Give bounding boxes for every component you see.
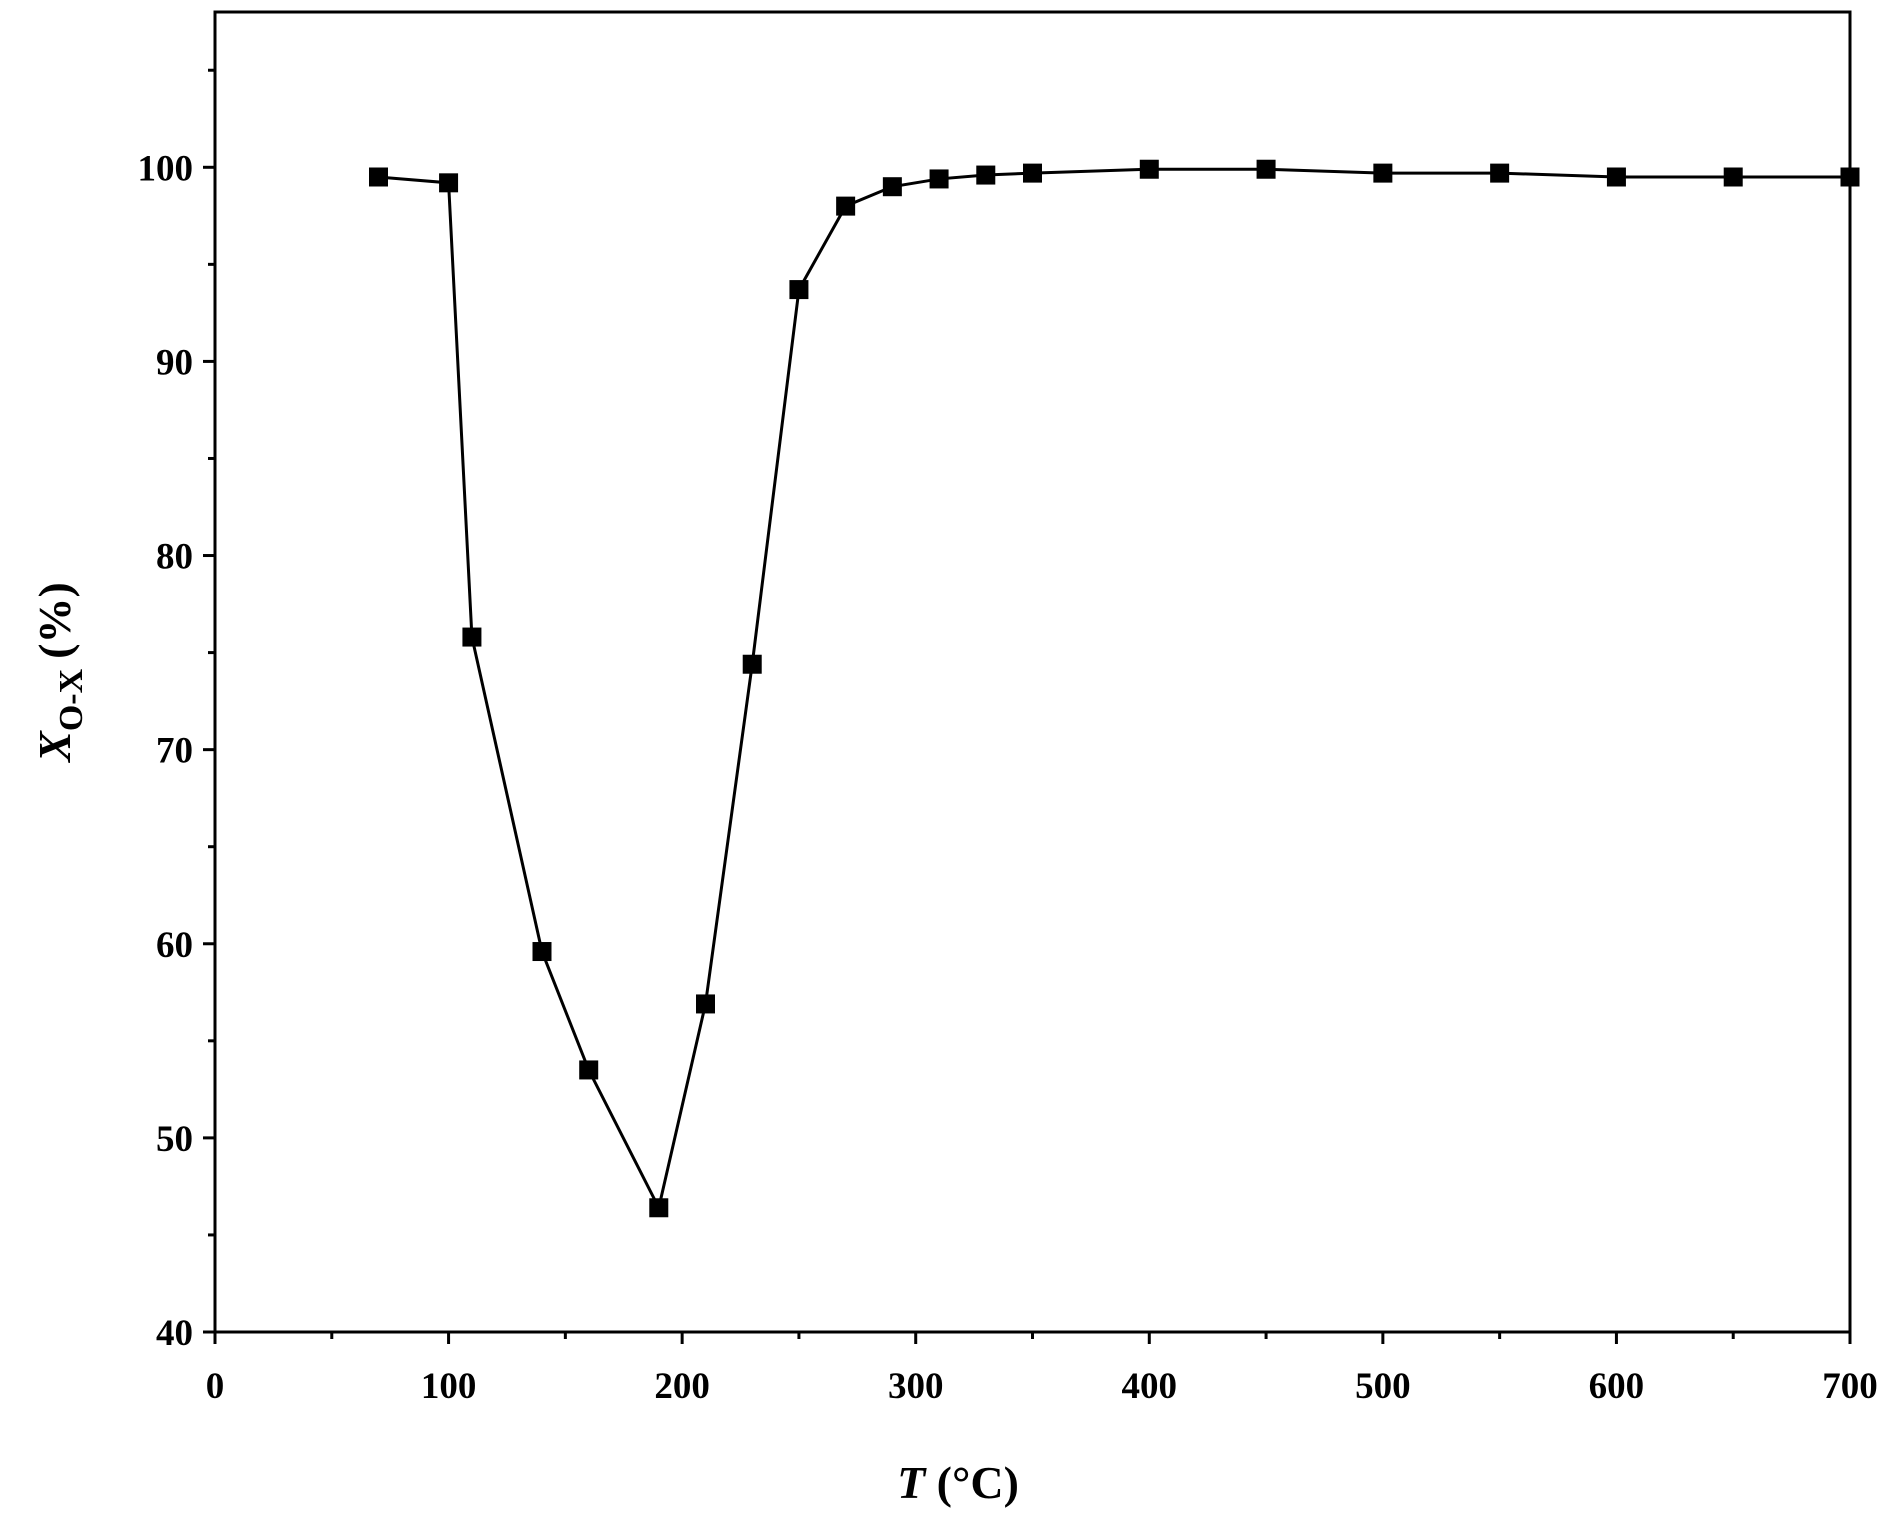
marker bbox=[1373, 163, 1393, 183]
y-axis-title: XO-X (%) bbox=[29, 582, 90, 764]
y-tick-label: 80 bbox=[156, 537, 193, 578]
marker bbox=[369, 167, 388, 187]
y-symbol: X bbox=[29, 730, 80, 764]
marker bbox=[649, 1198, 669, 1218]
marker bbox=[1139, 159, 1159, 179]
x-tick-label: 200 bbox=[654, 1366, 710, 1407]
marker bbox=[532, 942, 552, 962]
y-tick-label: 90 bbox=[156, 342, 193, 383]
marker bbox=[789, 280, 809, 300]
x-tick-label: 400 bbox=[1122, 1366, 1178, 1407]
x-tick-label: 100 bbox=[421, 1366, 477, 1407]
y-tick-label: 40 bbox=[156, 1313, 193, 1354]
y-tick-label: 60 bbox=[156, 925, 193, 966]
x-tick-label: 300 bbox=[888, 1366, 944, 1407]
plot-frame bbox=[213, 10, 1852, 1334]
y-tick-label: 50 bbox=[156, 1119, 193, 1160]
y-subscript: O-X bbox=[53, 668, 90, 731]
marker bbox=[462, 627, 482, 647]
marker bbox=[929, 169, 949, 189]
marker bbox=[1723, 167, 1743, 187]
x-axis-title: T (°C) bbox=[897, 1457, 1019, 1508]
marker bbox=[976, 165, 996, 185]
marker bbox=[742, 654, 762, 674]
line bbox=[378, 167, 1850, 1213]
x-symbol: T bbox=[897, 1457, 927, 1508]
marker bbox=[1023, 163, 1042, 183]
x-tick-label: 600 bbox=[1589, 1366, 1645, 1407]
marker bbox=[882, 177, 902, 197]
x-tick-label: 700 bbox=[1822, 1366, 1878, 1407]
y-tick-label: 100 bbox=[138, 148, 194, 189]
y-tick-label: 70 bbox=[156, 731, 193, 772]
x-tick-label: 500 bbox=[1355, 1366, 1411, 1407]
marker bbox=[579, 1060, 599, 1080]
marker bbox=[836, 196, 856, 216]
marker bbox=[1256, 159, 1276, 179]
marker bbox=[696, 994, 715, 1014]
y-unit: (%) bbox=[29, 582, 80, 659]
marker bbox=[1606, 167, 1626, 187]
x-tick-label: 0 bbox=[206, 1366, 225, 1407]
marker bbox=[1490, 163, 1510, 183]
marker bbox=[1840, 167, 1860, 187]
x-unit: (°C) bbox=[937, 1457, 1019, 1508]
marker bbox=[439, 173, 459, 193]
